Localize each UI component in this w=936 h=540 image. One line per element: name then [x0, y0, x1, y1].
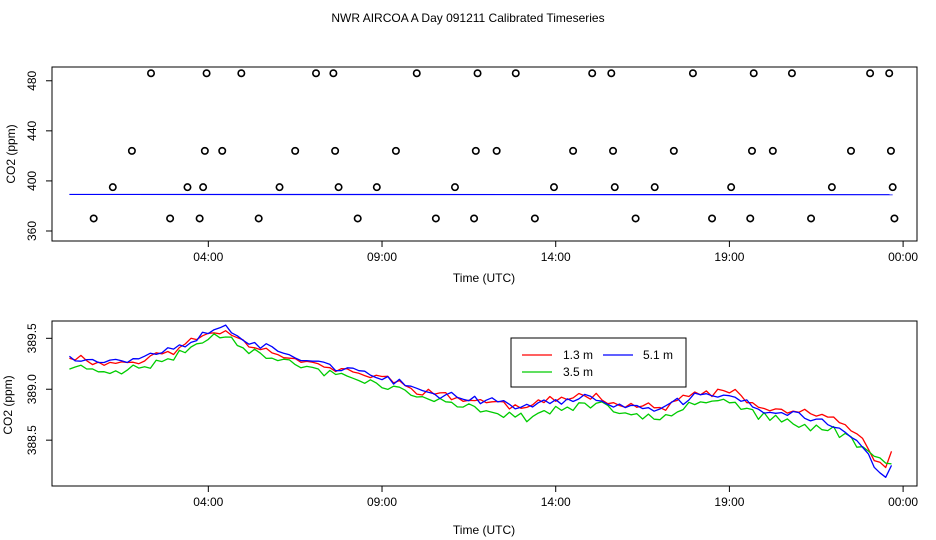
bottom-y-axis-label: CO2 (ppm) [1, 375, 15, 434]
calibration-point [610, 183, 619, 192]
calibration-point [431, 214, 440, 223]
calibration-point [329, 69, 338, 78]
calibration-point [372, 183, 381, 192]
calibration-point [866, 69, 875, 78]
calibration-point [492, 146, 501, 155]
calibration-point [888, 183, 897, 192]
calibration-point [787, 69, 796, 78]
1-bottom-x-tick-label: 09:00 [367, 495, 397, 509]
1-bottom-y-tick-label: 389.0 [25, 374, 39, 404]
bottom-panel: 04:00 09:00 14:00 19:00 00:00 388.5 389.0 389.5… [1, 320, 918, 537]
0-top-x-tick-label: 19:00 [714, 250, 744, 264]
top-plot-frame [51, 66, 918, 242]
1-bottom-x-tick-label: 04:00 [193, 495, 223, 509]
0-top-x-tick-label: 14:00 [541, 250, 571, 264]
calibration-point [166, 214, 175, 223]
calibration-point [199, 183, 208, 192]
calibration-point [827, 183, 836, 192]
calibration-point [412, 69, 421, 78]
calibration-point [254, 214, 263, 223]
0-top-x-tick-label: 04:00 [193, 250, 223, 264]
legend-box [510, 337, 687, 388]
top-y-axis-label: CO2 (ppm) [4, 124, 18, 183]
calibration-point [890, 214, 899, 223]
legend-label-5-1m: 5.1 m [643, 348, 673, 362]
calibration-point [846, 146, 855, 155]
0-top-y-tick-label: 480 [25, 70, 39, 90]
0-top-x-tick-label: 00:00 [888, 250, 918, 264]
0-top-y-tick-label: 440 [25, 121, 39, 141]
calibration-point [609, 146, 618, 155]
calibration-point [669, 146, 678, 155]
calibration-point [768, 146, 777, 155]
series-line-1-3-m [69, 330, 893, 469]
calibration-point [747, 146, 756, 155]
calibration-point [275, 183, 284, 192]
calibration-point [127, 146, 136, 155]
bottom-x-axis-label: Time (UTC) [453, 523, 515, 537]
top-panel: 04:00 09:00 14:00 19:00 00:00 360 400 440 480 Ti… [4, 66, 918, 285]
bottom-plot-frame [51, 320, 918, 487]
0-top-y-tick-label: 360 [25, 221, 39, 241]
calibration-point [650, 183, 659, 192]
calibration-point [569, 146, 578, 155]
calibration-point [147, 69, 156, 78]
1-bottom-y-tick-label: 389.5 [25, 323, 39, 353]
calibration-point [89, 214, 98, 223]
0-top-x-tick-label: 09:00 [367, 250, 397, 264]
calibration-point [471, 146, 480, 155]
calibration-point [202, 69, 211, 78]
calibration-point [291, 146, 300, 155]
calibration-point [588, 69, 597, 78]
legend-label-1-3m: 1.3 m [563, 348, 593, 362]
calibration-point [353, 214, 362, 223]
calibration-point [391, 146, 400, 155]
calibration-point [708, 214, 717, 223]
calibration-point [549, 183, 558, 192]
calibration-point [631, 214, 640, 223]
1-bottom-x-tick-label: 00:00 [888, 495, 918, 509]
calibration-point [312, 69, 321, 78]
calibration-point [886, 146, 895, 155]
series-line-3-5-m [69, 333, 892, 465]
calibration-point [470, 214, 479, 223]
1-bottom-x-tick-label: 14:00 [541, 495, 571, 509]
calibration-point [746, 214, 755, 223]
calibration-point [607, 69, 616, 78]
calibration-point [749, 69, 758, 78]
calibration-point [688, 69, 697, 78]
calibration-point [200, 146, 209, 155]
1-bottom-x-tick-label: 19:00 [714, 495, 744, 509]
series-line-5-1-m [68, 324, 893, 478]
calibration-point [727, 183, 736, 192]
calibration-point [450, 183, 459, 192]
legend-label-3-5m: 3.5 m [563, 365, 593, 379]
calibration-point [237, 69, 246, 78]
calibration-point [334, 183, 343, 192]
calibration-point [807, 214, 816, 223]
calibration-point [195, 214, 204, 223]
calibration-point [885, 69, 894, 78]
1-bottom-y-tick-label: 388.5 [25, 425, 39, 455]
top-x-axis-label: Time (UTC) [453, 271, 515, 285]
calibration-point [183, 183, 192, 192]
calibration-point [473, 69, 482, 78]
chart-title: NWR AIRCOA A Day 091211 Calibrated Times… [331, 11, 604, 25]
calibration-point [331, 146, 340, 155]
calibration-point [218, 146, 227, 155]
calibration-point [108, 183, 117, 192]
calibration-point [511, 69, 520, 78]
legend: 1.3 m 5.1 m 3.5 m [510, 337, 687, 388]
0-top-y-tick-label: 400 [25, 171, 39, 191]
calibration-point [530, 214, 539, 223]
